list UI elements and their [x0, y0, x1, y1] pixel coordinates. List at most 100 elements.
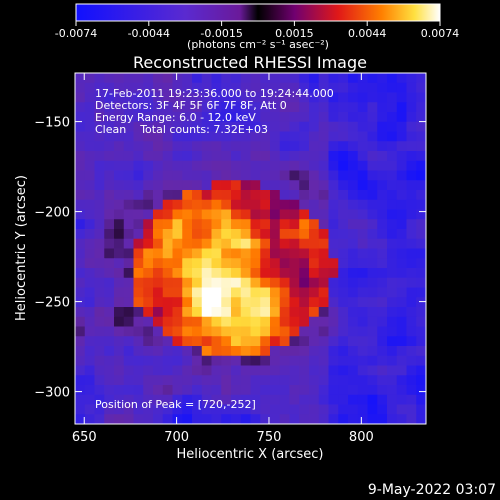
heatmap-cell	[75, 112, 86, 123]
heatmap-cell	[114, 73, 125, 84]
heatmap-cell	[367, 160, 378, 172]
heatmap-cell	[240, 355, 252, 367]
heatmap-cell	[387, 112, 398, 123]
heatmap-cell	[299, 190, 310, 201]
heatmap-cell	[338, 160, 349, 172]
heatmap-cell	[250, 160, 261, 172]
heatmap-cell	[162, 199, 174, 211]
heatmap-cell	[240, 141, 252, 152]
heatmap-cell	[260, 346, 271, 357]
heatmap-cell	[133, 199, 144, 211]
heatmap-cell	[201, 365, 213, 376]
heatmap-cell	[406, 73, 417, 84]
heatmap-cell	[172, 404, 183, 415]
heatmap-cell	[123, 297, 135, 308]
colorbar-tick-label: -0.0074	[55, 27, 97, 40]
heatmap-cell	[318, 414, 330, 424]
heatmap-cell	[328, 151, 339, 162]
heatmap-cell	[201, 268, 213, 279]
heatmap-cell	[84, 268, 96, 279]
heatmap-cell	[328, 336, 339, 347]
heatmap-cell	[182, 394, 193, 406]
heatmap-cell	[123, 112, 135, 123]
heatmap-cell	[367, 394, 378, 406]
heatmap-cell	[114, 102, 125, 113]
heatmap-cell	[270, 238, 281, 250]
heatmap-cell	[94, 307, 105, 318]
heatmap-cell	[367, 199, 378, 211]
heatmap-cell	[396, 238, 408, 250]
heatmap-cell	[143, 375, 154, 386]
y-tick-label: −200	[34, 206, 70, 221]
heatmap-cell	[84, 307, 96, 318]
heatmap-cell	[94, 287, 105, 298]
heatmap-cell	[182, 229, 193, 240]
heatmap-cell	[289, 287, 300, 298]
heatmap-cell	[84, 297, 96, 308]
heatmap-cell	[114, 180, 125, 191]
heatmap-cell	[94, 238, 105, 250]
heatmap-cell	[162, 394, 174, 406]
heatmap-cell	[250, 404, 261, 415]
heatmap-cell	[377, 199, 388, 211]
heatmap-cell	[250, 131, 261, 142]
heatmap-cell	[387, 151, 398, 162]
heatmap-cell	[211, 394, 222, 406]
heatmap-cell	[84, 326, 96, 337]
heatmap-cell	[211, 326, 222, 337]
heatmap-cell	[162, 258, 174, 269]
heatmap-cell	[143, 355, 154, 367]
heatmap-cell	[328, 297, 339, 308]
heatmap-cell	[396, 131, 408, 142]
heatmap-cell	[201, 307, 213, 318]
heatmap-cell	[357, 277, 369, 289]
heatmap-cell	[192, 326, 203, 337]
heatmap-cell	[338, 355, 349, 367]
heatmap-cell	[133, 394, 144, 406]
heatmap-cell	[172, 82, 183, 94]
heatmap-cell	[289, 248, 300, 259]
heatmap-cell	[338, 258, 349, 269]
heatmap-cell	[270, 229, 281, 240]
heatmap-cell	[299, 355, 310, 367]
heatmap-cell	[416, 414, 426, 424]
heatmap-cell	[162, 404, 174, 415]
heatmap-cell	[260, 121, 271, 133]
heatmap-cell	[123, 277, 135, 289]
heatmap-cell	[94, 170, 105, 181]
heatmap-cell	[84, 151, 96, 162]
heatmap-cell	[250, 141, 261, 152]
heatmap-cell	[260, 365, 271, 376]
heatmap-cell	[75, 375, 86, 386]
heatmap-cell	[367, 170, 378, 181]
heatmap-cell	[328, 160, 339, 172]
heatmap-cell	[270, 248, 281, 259]
heatmap-cell	[104, 82, 115, 94]
heatmap-cell	[289, 394, 300, 406]
heatmap-cell	[260, 190, 271, 201]
heatmap-cell	[279, 375, 291, 386]
heatmap-cell	[348, 307, 359, 318]
heatmap-cell	[240, 112, 252, 123]
heatmap-cell	[231, 258, 242, 269]
heatmap-cell	[289, 229, 300, 240]
heatmap-cell	[201, 355, 213, 367]
heatmap-cell	[201, 170, 213, 181]
heatmap-cell	[104, 102, 115, 113]
heatmap-cell	[84, 375, 96, 386]
heatmap-cell	[309, 92, 320, 103]
heatmap-cell	[201, 375, 213, 386]
heatmap-cell	[75, 316, 86, 328]
heatmap-cell	[416, 268, 426, 279]
y-tick-label: −300	[34, 386, 70, 401]
heatmap-cell	[84, 238, 96, 250]
heatmap-cell	[406, 307, 417, 318]
heatmap-cell	[318, 385, 330, 396]
heatmap-cell	[377, 112, 388, 123]
heatmap-cell	[182, 258, 193, 269]
heatmap-cell	[221, 238, 232, 250]
heatmap-cell	[367, 209, 378, 220]
heatmap-cell	[143, 229, 154, 240]
heatmap-cell	[250, 336, 261, 347]
heatmap-cell	[357, 190, 369, 201]
